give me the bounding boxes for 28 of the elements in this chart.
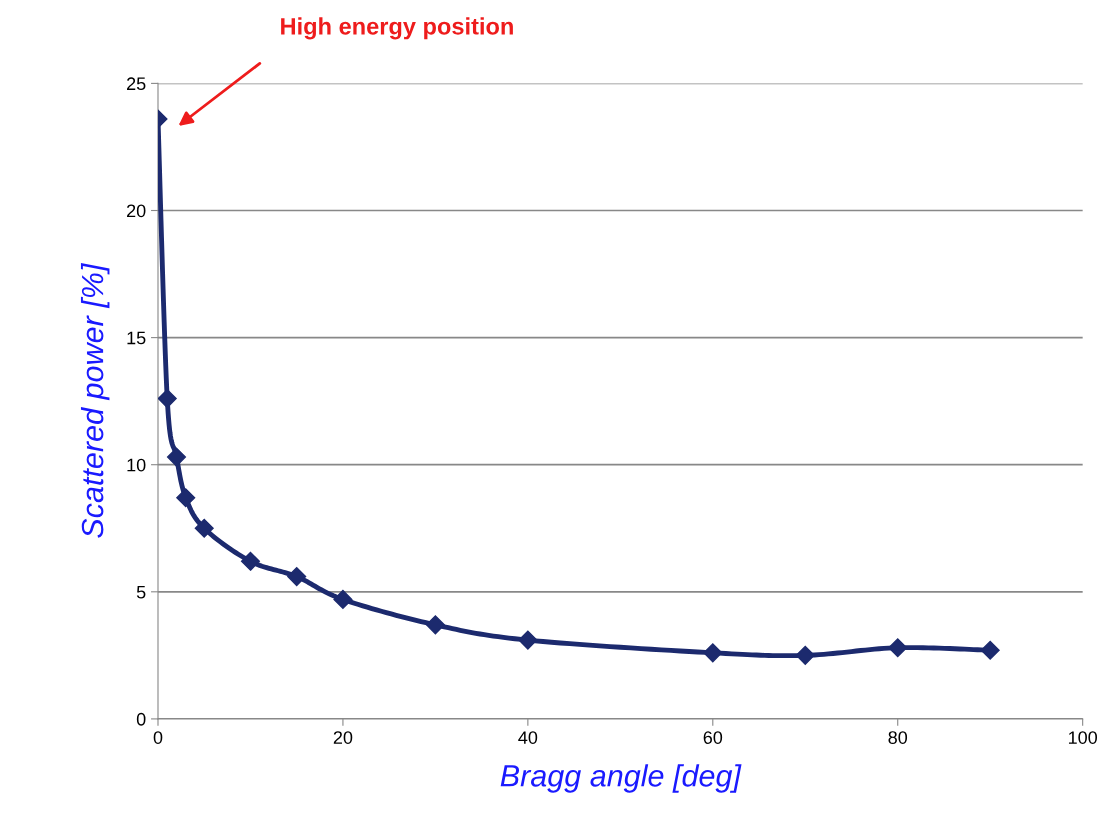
point [287,567,307,587]
y-tick-label: 5 [136,585,146,599]
y-tick-label: 25 [127,77,146,91]
point [240,551,260,571]
point [518,630,538,650]
point [333,589,353,609]
x-tick-label: 80 [888,731,908,744]
x-tick-label: 0 [153,731,163,744]
x-axis-title: Bragg angle [deg] [500,764,742,793]
point [176,488,196,508]
y-tick-label: 10 [127,458,146,472]
point [166,447,187,467]
point [980,640,1000,660]
x-tick-label: 100 [1068,731,1098,744]
point [888,638,908,658]
point [158,389,177,409]
y-tick-label: 20 [127,204,146,218]
point [425,615,445,635]
point [703,643,723,663]
x-tick-label: 60 [703,731,723,744]
y-axis-title: Scattered power [%] [80,263,110,538]
point [194,518,214,538]
y-tick-label: 15 [127,331,146,345]
x-tick-label: 20 [333,731,353,744]
text: High energy position [281,17,513,40]
point [795,645,815,665]
x-tick-label: 40 [518,731,538,744]
y-tick-label: 0 [136,712,146,726]
